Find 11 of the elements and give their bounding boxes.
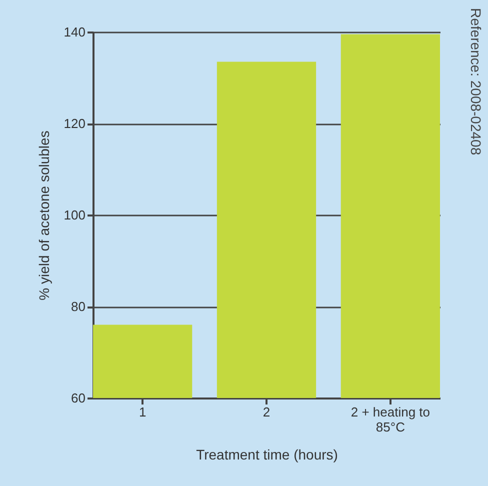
text: Reference: 2008-02408 — [468, 8, 484, 156]
y-tick-label: 60 — [71, 390, 86, 406]
y-tick-label: 100 — [64, 208, 86, 222]
y-tick-label: 120 — [64, 116, 86, 131]
y-tick-label: 80 — [71, 299, 86, 314]
x-tick-label: 2 — [262, 404, 270, 420]
x-axis-title: Treatment time (hours) — [196, 446, 338, 462]
x-tick-label: 2 + heating to 85°C — [350, 404, 430, 434]
y-tick-label: 140 — [64, 24, 86, 40]
x-tick-label: 1 — [138, 404, 146, 420]
y-axis-title: % yield of acetone solubles — [36, 130, 52, 300]
